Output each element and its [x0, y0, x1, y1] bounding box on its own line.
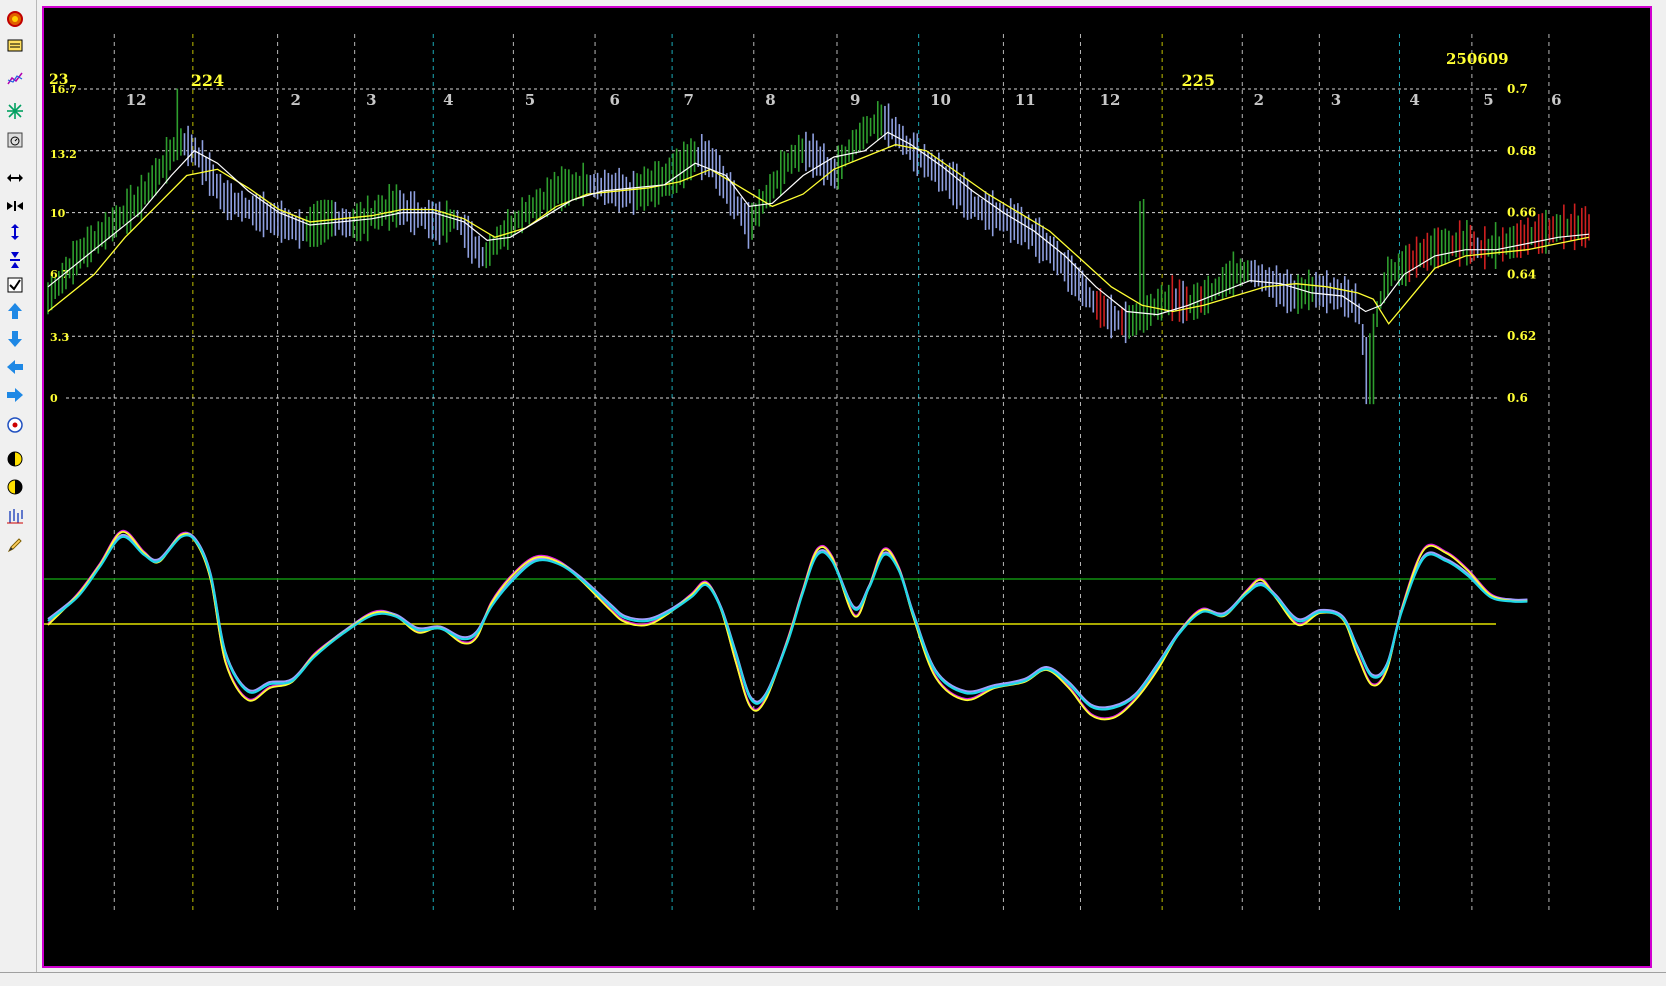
month-label: 9 — [850, 91, 860, 109]
target-button[interactable] — [2, 6, 28, 32]
compress-horizontal-icon — [7, 201, 23, 211]
line-chart-icon — [7, 72, 23, 85]
month-label: 5 — [1483, 91, 1493, 109]
month-label: 7 — [684, 91, 694, 109]
month-label: 10 — [930, 91, 951, 109]
checkbox-icon — [7, 277, 23, 293]
month-label: 4 — [443, 91, 453, 109]
half-moon-left-icon — [7, 451, 23, 467]
left-axis-tick-label: 13.2 — [50, 148, 77, 161]
oscillator-line-yellow — [47, 531, 1528, 721]
year-marker-label: 224 — [191, 71, 224, 90]
year-marker-label: 225 — [1182, 71, 1215, 90]
arrow-left-button[interactable] — [2, 354, 28, 380]
left-axis-tick-label: 16.7 — [50, 83, 77, 96]
arrow-up-icon — [8, 303, 22, 319]
oscillator-line-cyan — [47, 534, 1528, 711]
year-label-cut: 23 — [49, 72, 68, 88]
right-axis-tick-label: 0.64 — [1507, 267, 1536, 281]
message-button[interactable] — [2, 33, 28, 59]
checkbox-button[interactable] — [2, 272, 28, 298]
calendar-button[interactable] — [2, 127, 28, 153]
expand-vertical-icon — [11, 224, 19, 240]
month-label: 3 — [366, 91, 376, 109]
bar-indicator-icon — [7, 509, 23, 524]
snowflake-button[interactable] — [2, 98, 28, 124]
month-label: 12 — [126, 91, 147, 109]
status-bar — [0, 972, 1666, 986]
chart-canvas[interactable]: 0.70.680.660.640.620.616.713.2106.73.302… — [44, 8, 1650, 966]
arrow-right-icon — [7, 388, 23, 402]
month-label: 2 — [1254, 91, 1264, 109]
arrow-down-icon — [8, 331, 22, 347]
month-label: 6 — [610, 91, 620, 109]
month-label: 5 — [525, 91, 535, 109]
arrow-up-button[interactable] — [2, 298, 28, 324]
pencil-icon — [7, 538, 22, 553]
expand-horizontal-button[interactable] — [2, 165, 28, 191]
arrow-right-button[interactable] — [2, 382, 28, 408]
left-axis-tick-label: 0 — [50, 392, 58, 405]
month-label: 4 — [1409, 91, 1419, 109]
expand-horizontal-icon — [7, 174, 23, 182]
chart-frame[interactable]: 0.70.680.660.640.620.616.713.2106.73.302… — [42, 6, 1652, 968]
moving-average-slow-line — [47, 143, 1590, 325]
moving-average-fast-line — [47, 131, 1590, 316]
right-axis-tick-label: 0.66 — [1507, 206, 1536, 220]
expand-vertical-button[interactable] — [2, 219, 28, 245]
calendar-icon — [7, 132, 23, 148]
left-axis-tick-label: 3.3 — [50, 331, 69, 344]
right-axis-tick-label: 0.68 — [1507, 144, 1536, 158]
arrow-down-button[interactable] — [2, 326, 28, 352]
target-icon — [7, 11, 23, 27]
bar-indicator-button[interactable] — [2, 503, 28, 529]
pencil-button[interactable] — [2, 532, 28, 558]
month-label: 3 — [1331, 91, 1341, 109]
half-moon-right-button[interactable] — [2, 474, 28, 500]
month-label: 12 — [1100, 91, 1121, 109]
compress-vertical-button[interactable] — [2, 247, 28, 273]
compress-horizontal-button[interactable] — [2, 193, 28, 219]
snowflake-icon — [7, 103, 23, 119]
line-chart-button[interactable] — [2, 66, 28, 92]
left-axis-tick-label: 10 — [50, 207, 66, 220]
crosshair-button[interactable] — [2, 412, 28, 438]
left-toolbar — [0, 0, 37, 986]
right-axis-tick-label: 0.6 — [1507, 391, 1528, 405]
month-label: 11 — [1015, 91, 1036, 109]
half-moon-left-button[interactable] — [2, 446, 28, 472]
crosshair-icon — [7, 417, 23, 433]
month-label: 2 — [291, 91, 301, 109]
chart-date-label: 250609 — [1446, 50, 1509, 68]
month-label: 6 — [1551, 91, 1561, 109]
message-icon — [7, 39, 23, 52]
compress-vertical-icon — [10, 252, 20, 268]
arrow-left-icon — [7, 360, 23, 374]
right-axis-tick-label: 0.62 — [1507, 329, 1536, 343]
half-moon-right-icon — [7, 479, 23, 495]
right-axis-tick-label: 0.7 — [1507, 82, 1528, 96]
month-label: 8 — [765, 91, 775, 109]
